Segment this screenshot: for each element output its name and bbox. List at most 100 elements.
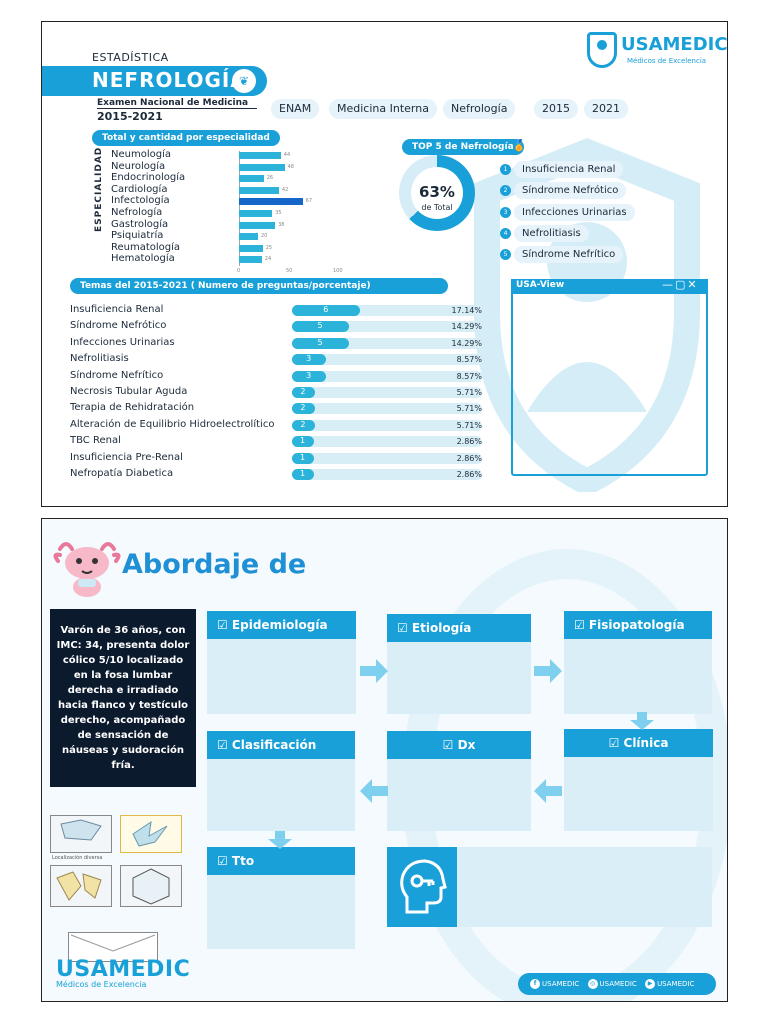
topic-label: Síndrome Nefrítico bbox=[70, 369, 164, 381]
tto-box[interactable] bbox=[207, 875, 355, 949]
dx-header[interactable]: ☑ Dx bbox=[387, 731, 531, 759]
specialty-bar bbox=[239, 210, 273, 217]
chart-axis bbox=[239, 151, 240, 266]
topic-track bbox=[292, 436, 482, 448]
specialty-value: 24 bbox=[264, 256, 272, 263]
arrow-right-icon bbox=[534, 659, 562, 683]
facebook-handle[interactable]: USAMEDIC bbox=[542, 980, 580, 988]
topic-percent: 2.86% bbox=[456, 437, 482, 447]
tag-enam: ENAM bbox=[271, 99, 320, 119]
specialty-label: Nefrología bbox=[111, 207, 163, 218]
topic-label: TBC Renal bbox=[70, 435, 121, 447]
specialty-bar bbox=[239, 221, 276, 229]
clinica-box[interactable] bbox=[564, 757, 713, 831]
fisiopatologia-box[interactable] bbox=[564, 639, 712, 714]
topic-count: 5 bbox=[317, 337, 323, 347]
axolotl-mascot-icon bbox=[53, 542, 121, 597]
tto-header[interactable]: ☑ Tto bbox=[207, 847, 355, 875]
specialty-label: Cardiología bbox=[111, 183, 168, 195]
topic-track bbox=[292, 469, 482, 480]
specialty-label: Gastrología bbox=[111, 218, 169, 230]
topic-count: 5 bbox=[317, 321, 323, 331]
page-title: NEFROLOGÍA bbox=[92, 68, 247, 92]
top5-item: Síndrome Nefrítico bbox=[514, 246, 624, 264]
clasificacion-box[interactable] bbox=[207, 759, 355, 831]
specialty-label: Endocrinología bbox=[111, 172, 186, 184]
specialty-bar bbox=[239, 163, 285, 171]
arrow-down-icon bbox=[630, 712, 654, 730]
epidemiologia-box[interactable] bbox=[207, 639, 356, 714]
tag-2015: 2015 bbox=[534, 99, 578, 119]
clinica-header[interactable]: ☑ Clínica bbox=[564, 729, 713, 757]
kidney-icon: ❦ bbox=[232, 69, 256, 93]
topic-count: 1 bbox=[300, 469, 306, 478]
etiologia-box[interactable] bbox=[387, 642, 531, 714]
topic-count: 3 bbox=[306, 354, 312, 364]
specialty-value: 20 bbox=[261, 233, 268, 240]
topic-count: 2 bbox=[300, 403, 306, 413]
arrow-down-icon bbox=[268, 831, 292, 849]
social-bar: f USAMEDIC ◎ USAMEDIC ▶ USAMEDIC bbox=[518, 973, 716, 995]
epidemiologia-header[interactable]: ☑ Epidemiología bbox=[207, 611, 356, 639]
head-key-icon bbox=[400, 859, 447, 914]
specialty-label: Hematología bbox=[111, 253, 175, 265]
top5-item: Infecciones Urinarias bbox=[514, 203, 635, 221]
thumbnail-location[interactable] bbox=[50, 815, 112, 853]
topic-bar: 5 bbox=[292, 321, 350, 333]
specialty-label: Infectología bbox=[111, 195, 170, 207]
topic-bar: 3 bbox=[292, 370, 327, 382]
topic-track bbox=[292, 387, 482, 398]
topic-label: Nefrolitiasis bbox=[70, 353, 129, 365]
specialty-bar bbox=[239, 152, 281, 159]
section-label: ESTADÍSTICA bbox=[92, 51, 169, 64]
topic-count: 1 bbox=[300, 436, 306, 446]
usa-view-title: USA-View bbox=[516, 280, 565, 290]
stones-icon bbox=[56, 871, 102, 901]
topic-bar: 1 bbox=[292, 469, 314, 480]
topic-track bbox=[292, 321, 482, 333]
specialty-bar bbox=[239, 198, 303, 206]
instagram-icon[interactable]: ◎ bbox=[587, 979, 598, 989]
topic-bar: 1 bbox=[292, 436, 314, 448]
youtube-icon[interactable]: ▶ bbox=[645, 979, 656, 989]
topic-percent: 8.57% bbox=[456, 371, 482, 381]
specialty-label: Neurología bbox=[111, 160, 166, 172]
fisiopatologia-header[interactable]: ☑ Fisiopatología bbox=[564, 611, 712, 639]
specialty-value: 25 bbox=[265, 244, 273, 251]
youtube-handle[interactable]: USAMEDIC bbox=[657, 980, 695, 988]
crystals-icon bbox=[132, 820, 168, 847]
donut-hole bbox=[411, 167, 463, 219]
etiologia-header[interactable]: ☑ Etiología bbox=[387, 614, 531, 642]
specialty-bar bbox=[239, 175, 264, 183]
window-controls[interactable]: —▢✕ bbox=[662, 278, 699, 291]
usa-view-window[interactable] bbox=[511, 279, 708, 476]
topic-bar: 3 bbox=[292, 354, 327, 366]
specialty-value: 44 bbox=[283, 152, 291, 158]
brand-name: USAMEDIC bbox=[56, 957, 191, 982]
usamedic-logo: USAMEDIC Médicos de Excelencia bbox=[56, 957, 190, 989]
thumbnail-stones[interactable] bbox=[50, 865, 112, 907]
instagram-handle[interactable]: USAMEDIC bbox=[599, 980, 637, 988]
topic-bar: 5 bbox=[292, 337, 350, 349]
thumbnail-hexagon[interactable] bbox=[120, 865, 182, 907]
top5-rank: 4 bbox=[500, 227, 511, 239]
specialty-value: 48 bbox=[287, 163, 294, 170]
dx-box[interactable] bbox=[387, 759, 531, 831]
divider bbox=[97, 108, 257, 109]
topic-percent: 5.71% bbox=[456, 420, 482, 430]
usa-view-titlebar bbox=[511, 279, 708, 294]
usamedic-logo: USAMEDIC Médicos de Excelencia bbox=[587, 32, 727, 72]
specialty-value: 26 bbox=[266, 175, 274, 182]
topic-label: Infecciones Urinarias bbox=[70, 336, 175, 348]
specialty-axis-label: ESPECIALIDAD bbox=[94, 146, 104, 232]
clasificacion-header[interactable]: ☑ Clasificación bbox=[207, 731, 355, 759]
tag-nefrologia: Nefrología bbox=[443, 99, 516, 119]
top5-rank: 1 bbox=[500, 164, 511, 175]
donut-percent: 63% bbox=[419, 183, 455, 201]
facebook-icon[interactable]: f bbox=[530, 979, 540, 989]
topic-track bbox=[292, 305, 482, 316]
tag-medicina-interna: Medicina Interna bbox=[329, 99, 437, 119]
specialty-value: 38 bbox=[278, 221, 285, 228]
thumbnail-crystals[interactable] bbox=[120, 815, 182, 853]
topic-count: 2 bbox=[300, 419, 306, 429]
